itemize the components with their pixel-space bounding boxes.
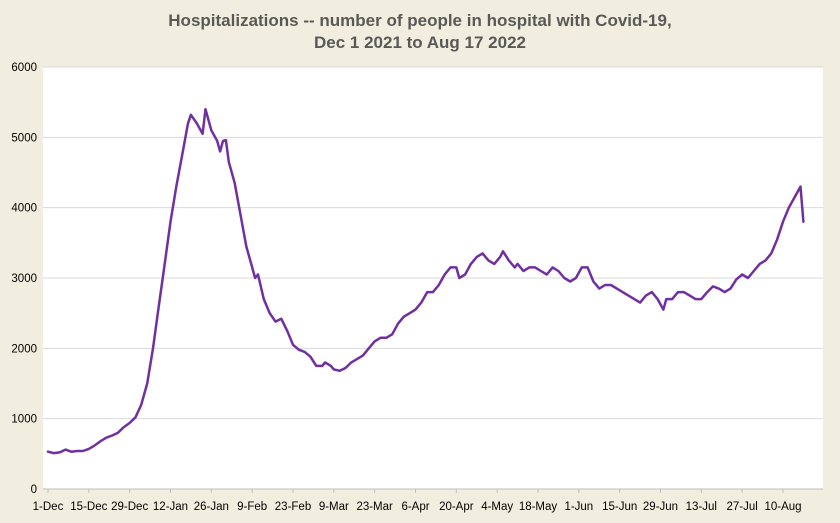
x-tick-label: 13-Jul [686, 501, 717, 513]
x-tick-label: 26-Jan [194, 501, 229, 513]
x-tick-label: 1-Dec [33, 501, 64, 513]
x-tick-label: 23-Feb [275, 501, 311, 513]
x-tick-label: 23-Mar [356, 501, 393, 513]
x-tick-label: 20-Apr [439, 501, 474, 513]
y-tick-label: 2000 [11, 343, 37, 355]
chart-title: Hospitalizations -- number of people in … [0, 10, 840, 54]
x-tick-label: 12-Jan [153, 501, 188, 513]
x-tick-label: 15-Dec [70, 501, 107, 513]
y-tick-label: 6000 [11, 62, 37, 74]
x-tick-label: 29-Dec [111, 501, 148, 513]
x-tick-label: 1-Jun [564, 501, 593, 513]
chart-title-line-1: Hospitalizations -- number of people in … [168, 11, 672, 30]
x-tick-label: 27-Jul [727, 501, 758, 513]
x-tick-label: 15-Jun [602, 501, 637, 513]
series-line [46, 107, 805, 455]
x-tick-label: 9-Feb [237, 501, 267, 513]
x-tick-label: 4-May [481, 501, 513, 513]
y-tick-label: 4000 [11, 203, 37, 215]
x-tick-label: 10-Aug [764, 501, 801, 513]
y-tick-label: 5000 [11, 132, 37, 144]
y-tick-label: 1000 [11, 414, 37, 426]
y-tick-label: 3000 [11, 273, 37, 285]
x-tick-label: 6-Apr [401, 501, 429, 513]
x-tick-label: 18-May [519, 501, 558, 513]
x-tick-label: 9-Mar [319, 501, 349, 513]
chart-title-line-2: Dec 1 2021 to Aug 17 2022 [314, 33, 526, 52]
y-tick-label: 0 [31, 484, 37, 496]
x-tick-label: 29-Jun [643, 501, 678, 513]
